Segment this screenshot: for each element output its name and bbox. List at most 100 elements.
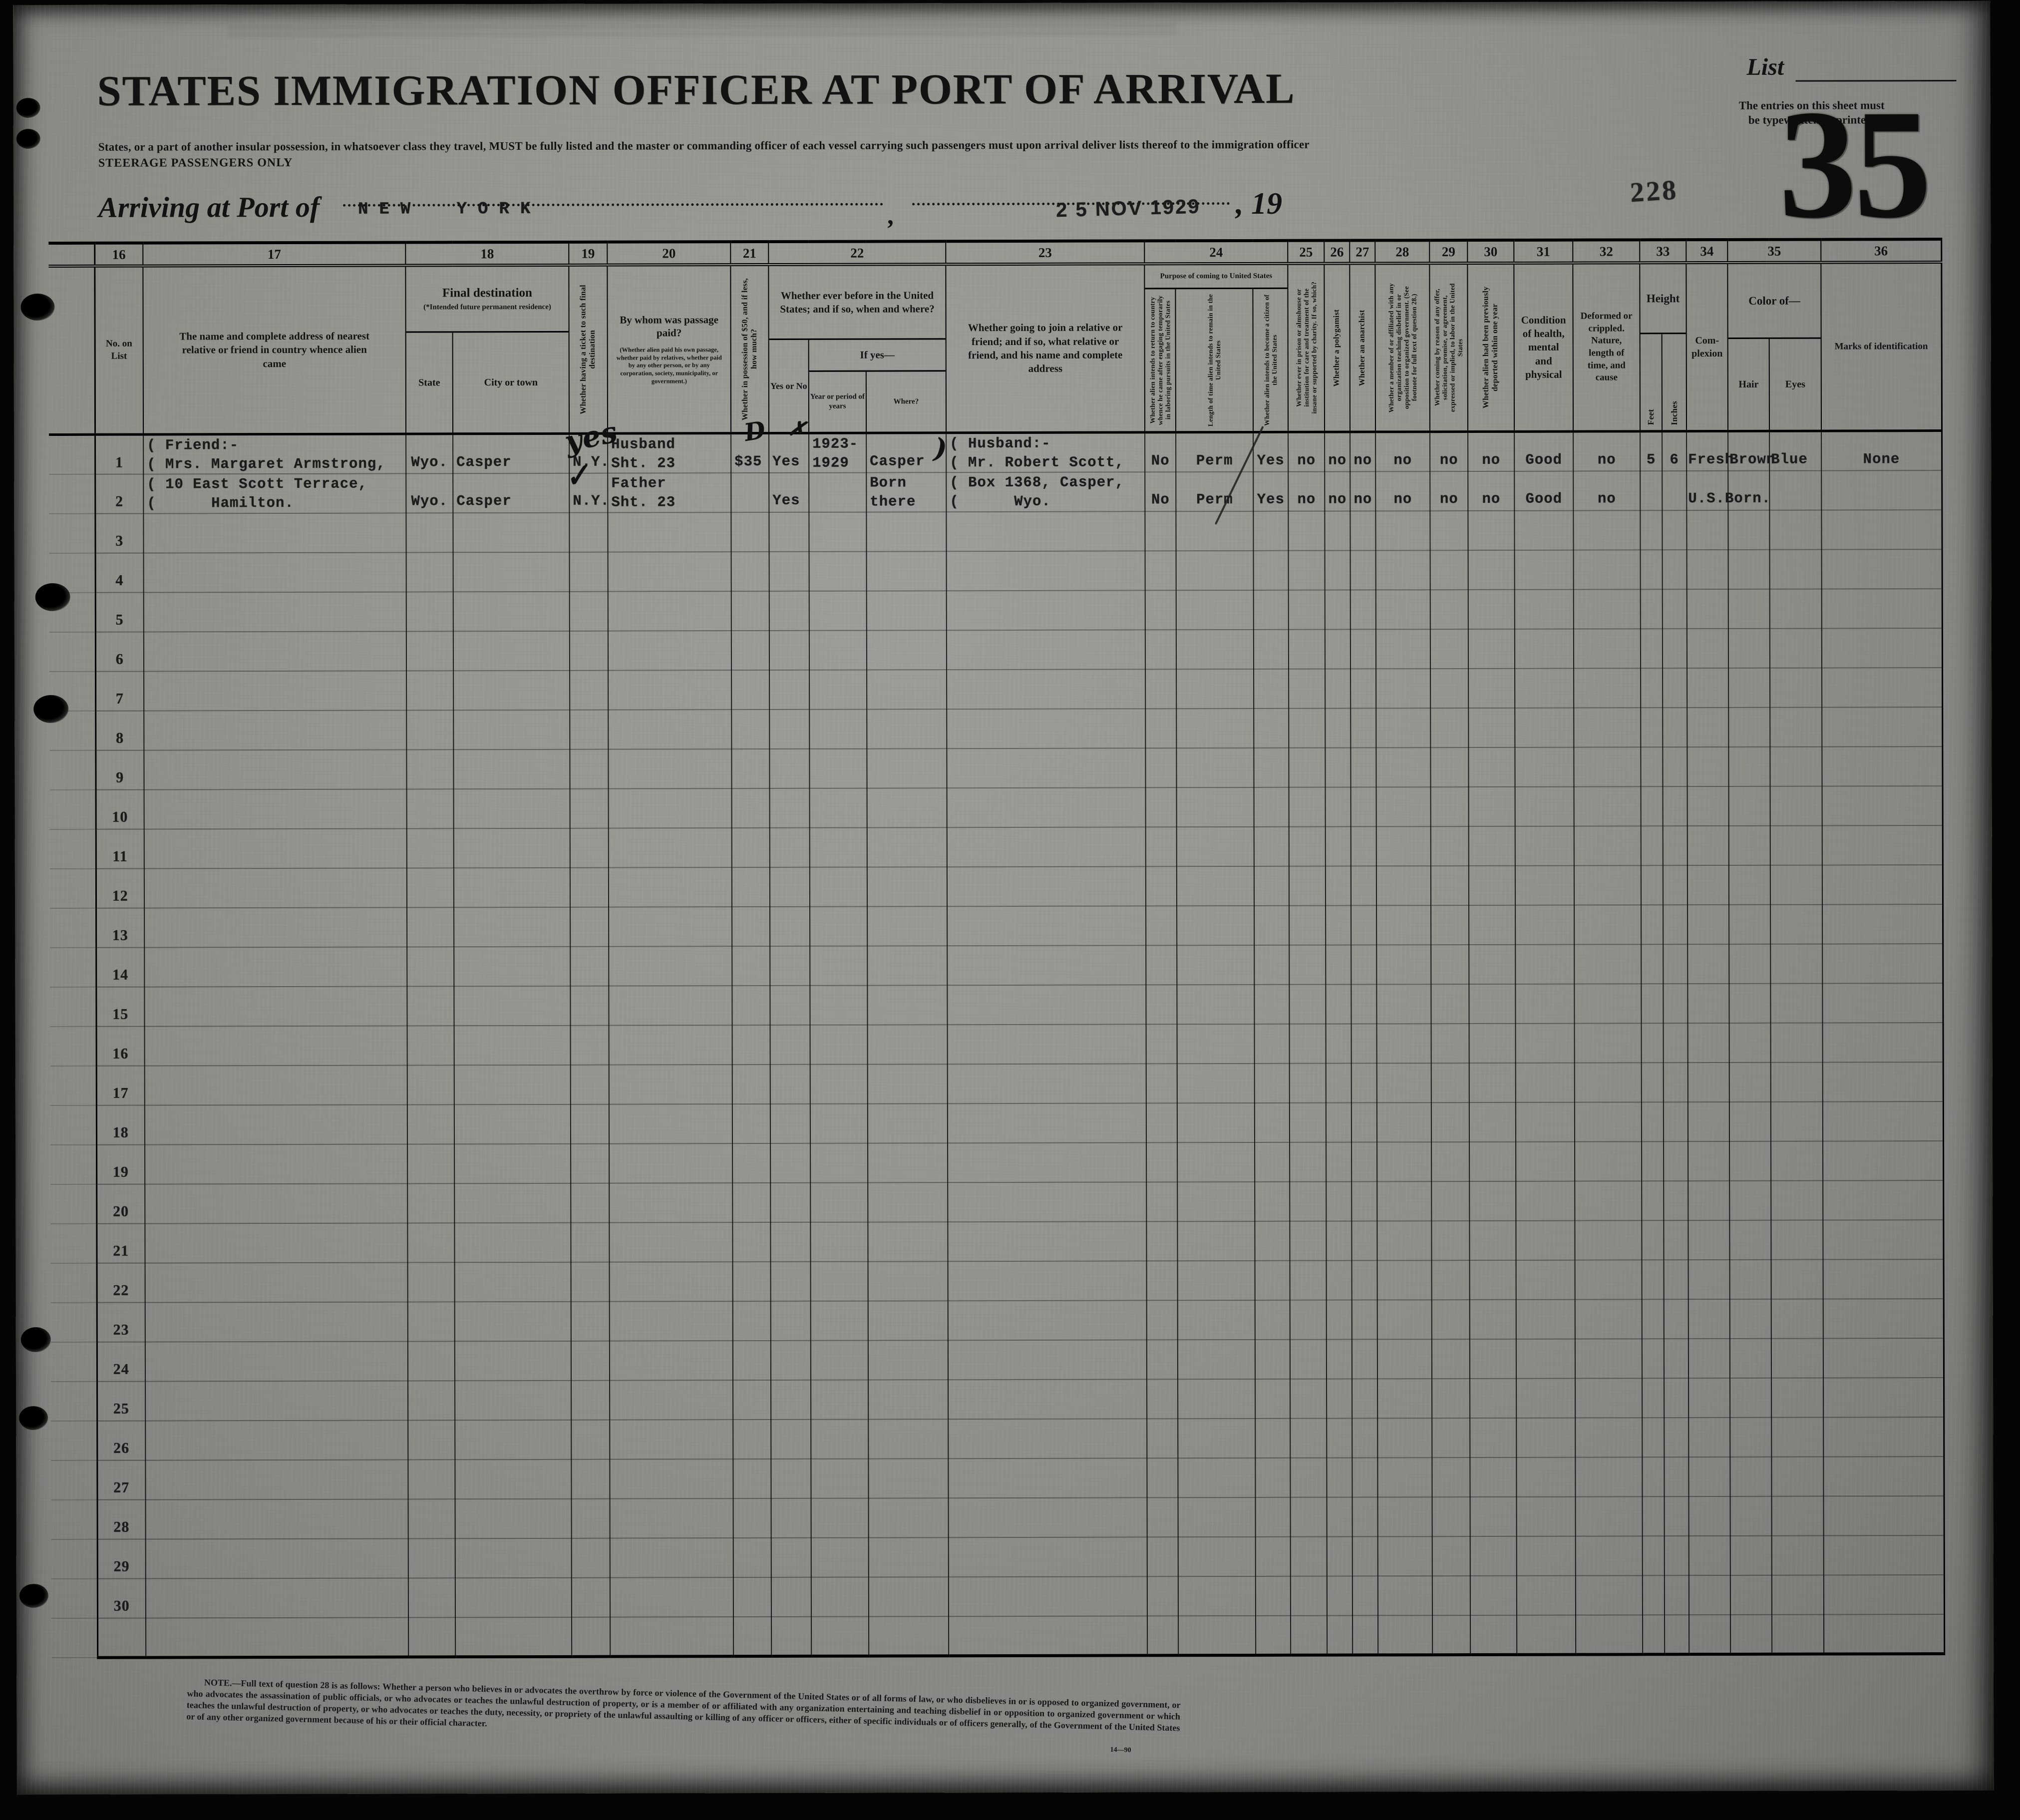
cell-paid_by — [610, 1538, 733, 1578]
margin-cell — [50, 1342, 97, 1382]
cell-p_citizen — [1253, 550, 1289, 590]
cell-health — [1516, 1299, 1575, 1339]
cell-inches — [1664, 1260, 1688, 1300]
cell-deported — [1470, 1496, 1517, 1537]
margin-cell — [51, 1618, 98, 1658]
cell-before_year — [809, 867, 868, 907]
cell-p_return — [1146, 906, 1177, 946]
cell-before_year — [810, 906, 868, 946]
cell-state — [406, 671, 454, 711]
cell-city — [455, 1459, 572, 1499]
cell-p_citizen — [1253, 511, 1289, 551]
cell-money — [733, 1537, 771, 1578]
cell-labor — [1431, 1300, 1470, 1340]
cell-deported — [1469, 1299, 1516, 1340]
cell-money — [732, 1222, 771, 1262]
cell-before_yes — [769, 630, 810, 670]
table-row: 25 — [51, 1378, 1944, 1421]
cell-paid_by — [608, 749, 732, 789]
table-row: 11 — [49, 825, 1943, 869]
cell-state — [407, 1104, 455, 1144]
header-year-period: Year or period of years — [809, 371, 867, 432]
cell-p_return — [1146, 985, 1177, 1025]
cell-name — [144, 1026, 407, 1066]
cell-before_where — [867, 670, 947, 710]
cell-paid_by — [608, 670, 732, 710]
cell-before_yes — [771, 1537, 811, 1577]
cell-no: 25 — [97, 1381, 146, 1421]
cell-city — [453, 788, 570, 829]
cell-state — [406, 513, 453, 553]
cell-org — [1376, 708, 1431, 748]
cell-polygamist — [1326, 1142, 1352, 1182]
empty-cell — [1576, 1615, 1643, 1655]
cell-city — [454, 1065, 571, 1105]
cell-health — [1515, 708, 1574, 747]
cell-name — [145, 1578, 409, 1618]
cell-no: 28 — [97, 1499, 146, 1539]
cell-deformed — [1575, 1260, 1642, 1300]
comma: , — [888, 201, 895, 230]
cell-p_citizen — [1255, 1339, 1291, 1379]
cell-prison — [1290, 1576, 1328, 1616]
cell-paid_by — [610, 1459, 733, 1499]
cell-before_where — [868, 1222, 948, 1262]
cell-ticket — [569, 512, 608, 552]
cell-p_citizen — [1254, 787, 1289, 827]
cell-p_length — [1177, 984, 1255, 1025]
cell-before_yes — [769, 591, 809, 631]
cell-p_citizen — [1255, 1418, 1291, 1458]
cell-no: 20 — [96, 1184, 145, 1224]
cell-ticket — [570, 670, 609, 710]
cell-city: Casper — [453, 433, 570, 474]
cell-state — [407, 947, 454, 987]
cell-before_yes — [770, 1103, 811, 1143]
cell-prison — [1290, 1536, 1327, 1576]
cell-p_length — [1178, 1418, 1256, 1458]
cell-org: no — [1375, 471, 1430, 511]
cell-p_return — [1146, 1103, 1178, 1143]
cell-p_citizen — [1254, 866, 1290, 906]
cell-money — [732, 1261, 771, 1302]
cell-anarchist — [1351, 905, 1377, 945]
cell-no: 8 — [95, 711, 144, 750]
header-deported: Whether alien had been previously deport… — [1467, 263, 1515, 432]
empty-cell — [869, 1616, 949, 1656]
cell-join — [947, 669, 1146, 710]
cell-prison — [1289, 669, 1326, 709]
cell-p_citizen — [1255, 1300, 1290, 1340]
cell-p_citizen — [1255, 1379, 1291, 1419]
cell-hair — [1730, 1496, 1772, 1536]
col-num-33: 33 — [1640, 240, 1686, 263]
cell-deported — [1469, 1220, 1516, 1261]
cell-name — [145, 1499, 408, 1539]
cell-before_year — [810, 1222, 868, 1262]
margin-cell — [50, 987, 96, 1027]
cell-hair — [1729, 1141, 1771, 1181]
cell-join — [948, 1182, 1147, 1222]
cell-join — [948, 1537, 1147, 1577]
cell-polygamist — [1326, 1339, 1352, 1379]
table-row: 16 — [50, 1023, 1943, 1066]
cell-before_yes — [771, 1380, 811, 1420]
cell-eyes — [1771, 1299, 1823, 1339]
cell-p_return — [1145, 511, 1176, 551]
cell-deformed — [1573, 550, 1641, 590]
cell-health — [1514, 550, 1574, 590]
cell-before_year — [810, 1301, 868, 1341]
cell-eyes — [1771, 1417, 1824, 1457]
cell-feet — [1641, 708, 1663, 747]
cell-no: 24 — [96, 1342, 146, 1382]
header-ticket: Whether having a ticket to such final de… — [569, 265, 608, 434]
cell-polygamist — [1326, 1300, 1352, 1340]
cell-name — [143, 631, 407, 672]
sheet-number: 35 — [1778, 78, 1929, 251]
cell-health — [1515, 1063, 1575, 1102]
cell-ticket — [569, 591, 608, 631]
cell-eyes — [1771, 1259, 1823, 1299]
cell-prison — [1289, 1102, 1327, 1142]
cell-complexion — [1687, 944, 1729, 984]
cell-no: 11 — [95, 829, 144, 869]
cell-marks — [1821, 589, 1942, 629]
cell-p_length: Perm — [1176, 432, 1254, 472]
